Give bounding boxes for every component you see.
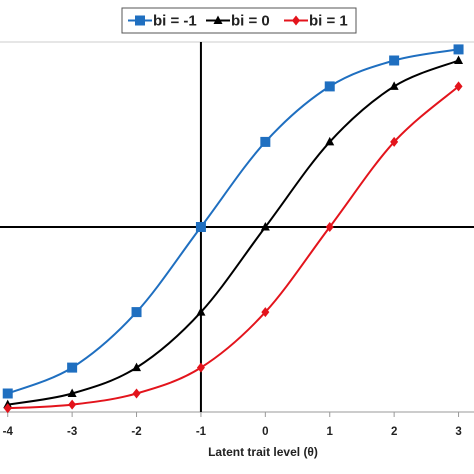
marker [261, 307, 270, 318]
legend-marker [213, 15, 223, 24]
legend-label: bi = 0 [231, 12, 270, 29]
x-tick-label: 3 [455, 426, 461, 438]
x-tick-label: 1 [327, 426, 334, 438]
marker [132, 362, 142, 372]
legend-label: bi = 1 [309, 12, 348, 29]
marker [196, 362, 205, 373]
legend-marker [292, 15, 300, 26]
marker [260, 136, 271, 147]
series-line [7, 59, 459, 406]
marker [389, 55, 400, 66]
legend-label: bi = -1 [153, 12, 197, 29]
x-tick-label: 2 [391, 426, 397, 438]
marker [68, 399, 77, 410]
marker [454, 81, 463, 92]
series-line [7, 48, 459, 395]
marker [3, 403, 12, 414]
x-axis-label: Latent trait level (θ) [208, 445, 318, 459]
marker [67, 362, 78, 373]
x-tick-label: 0 [262, 426, 268, 438]
legend-marker [135, 15, 145, 26]
marker [453, 44, 464, 55]
marker [196, 307, 206, 316]
marker [454, 55, 464, 64]
legend-box [121, 7, 357, 34]
series-line [7, 85, 460, 410]
x-tick-label: -1 [196, 426, 207, 438]
marker [67, 388, 77, 397]
x-tick-label: -3 [67, 426, 77, 438]
marker [325, 222, 334, 232]
x-tick-label: -2 [131, 426, 141, 438]
marker [390, 136, 399, 147]
x-tick-label: -4 [3, 426, 14, 438]
marker [132, 388, 141, 399]
marker [389, 81, 399, 90]
marker [324, 81, 335, 92]
marker [325, 136, 335, 146]
marker [195, 222, 206, 232]
marker [131, 307, 142, 318]
marker [2, 388, 13, 399]
marker [260, 222, 270, 231]
